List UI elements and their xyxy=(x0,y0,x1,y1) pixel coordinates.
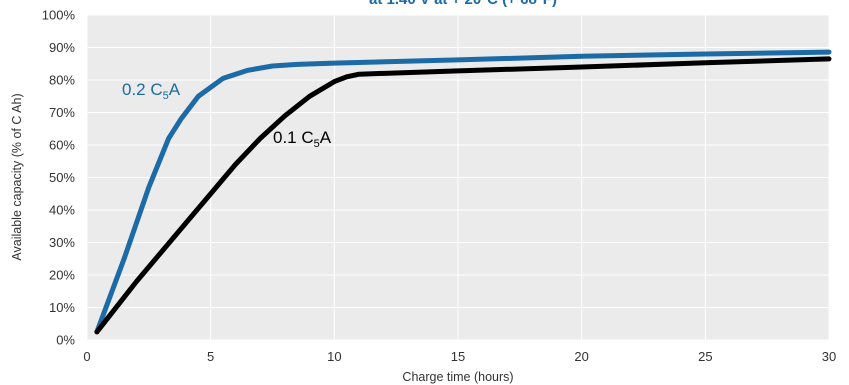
y-tick-label: 100% xyxy=(42,8,76,23)
x-tick-label: 15 xyxy=(451,349,465,364)
y-tick-label: 20% xyxy=(49,268,75,283)
x-axis-title: Charge time (hours) xyxy=(402,370,513,384)
x-tick-label: 30 xyxy=(822,349,836,364)
x-tick-label: 10 xyxy=(327,349,341,364)
y-tick-label: 0% xyxy=(56,333,75,348)
gridlines xyxy=(86,14,830,341)
chart-title: at 1.40 V at + 20°C (+ 68°F) xyxy=(369,0,557,8)
series-line-0 xyxy=(94,49,832,335)
series-label-1: 0.1 C5A xyxy=(273,128,332,150)
series-line-1 xyxy=(94,56,832,335)
y-tick-label: 10% xyxy=(49,300,75,315)
y-tick-label: 40% xyxy=(49,203,75,218)
y-tick-label: 90% xyxy=(49,40,75,55)
y-tick-label: 30% xyxy=(49,235,75,250)
y-axis-title: Available capacity (% of C Ah) xyxy=(10,93,24,260)
series-label-0: 0.2 C5A xyxy=(122,80,181,102)
y-tick-label: 80% xyxy=(49,73,75,88)
x-tick-label: 25 xyxy=(698,349,712,364)
y-tick-label: 70% xyxy=(49,105,75,120)
y-axis-ticks: 0% 10% 20% 30% 40% 50% 60% 70% 80% 90% 100% xyxy=(42,8,76,348)
y-tick-label: 60% xyxy=(49,138,75,153)
x-tick-label: 5 xyxy=(207,349,214,364)
x-axis-ticks: 0 5 10 15 20 25 30 xyxy=(83,349,836,364)
x-tick-label: 20 xyxy=(574,349,588,364)
series-lines xyxy=(94,49,832,335)
series-labels: 0.2 C5A 0.1 C5A xyxy=(122,80,332,150)
x-tick-label: 0 xyxy=(83,349,90,364)
y-tick-label: 50% xyxy=(49,170,75,185)
